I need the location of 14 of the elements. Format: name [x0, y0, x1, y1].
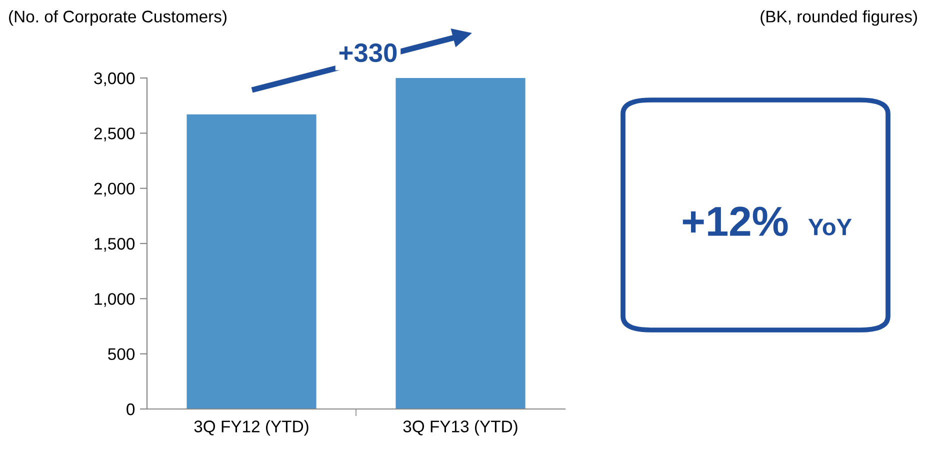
y-tick-label: 1,500 — [94, 238, 135, 252]
y-axis-title: (No. of Corporate Customers) — [9, 10, 226, 26]
y-tick-label: 2,500 — [94, 128, 135, 142]
x-tick-label: 3Q FY12 (YTD) — [194, 420, 308, 436]
text: +12% — [682, 206, 788, 236]
text: (BK, rounded figures) — [760, 10, 917, 26]
text: YoY — [808, 218, 852, 236]
y-tick-label: 3,000 — [94, 72, 135, 86]
x-tick-label: 3Q FY13 (YTD) — [403, 420, 518, 436]
text: +330 — [339, 43, 397, 62]
y-tick-label: 500 — [108, 348, 135, 360]
y-tick-label: 0 — [126, 403, 135, 416]
y-tick-label: 1,000 — [94, 293, 135, 307]
y-tick-label: 2,000 — [94, 182, 135, 197]
